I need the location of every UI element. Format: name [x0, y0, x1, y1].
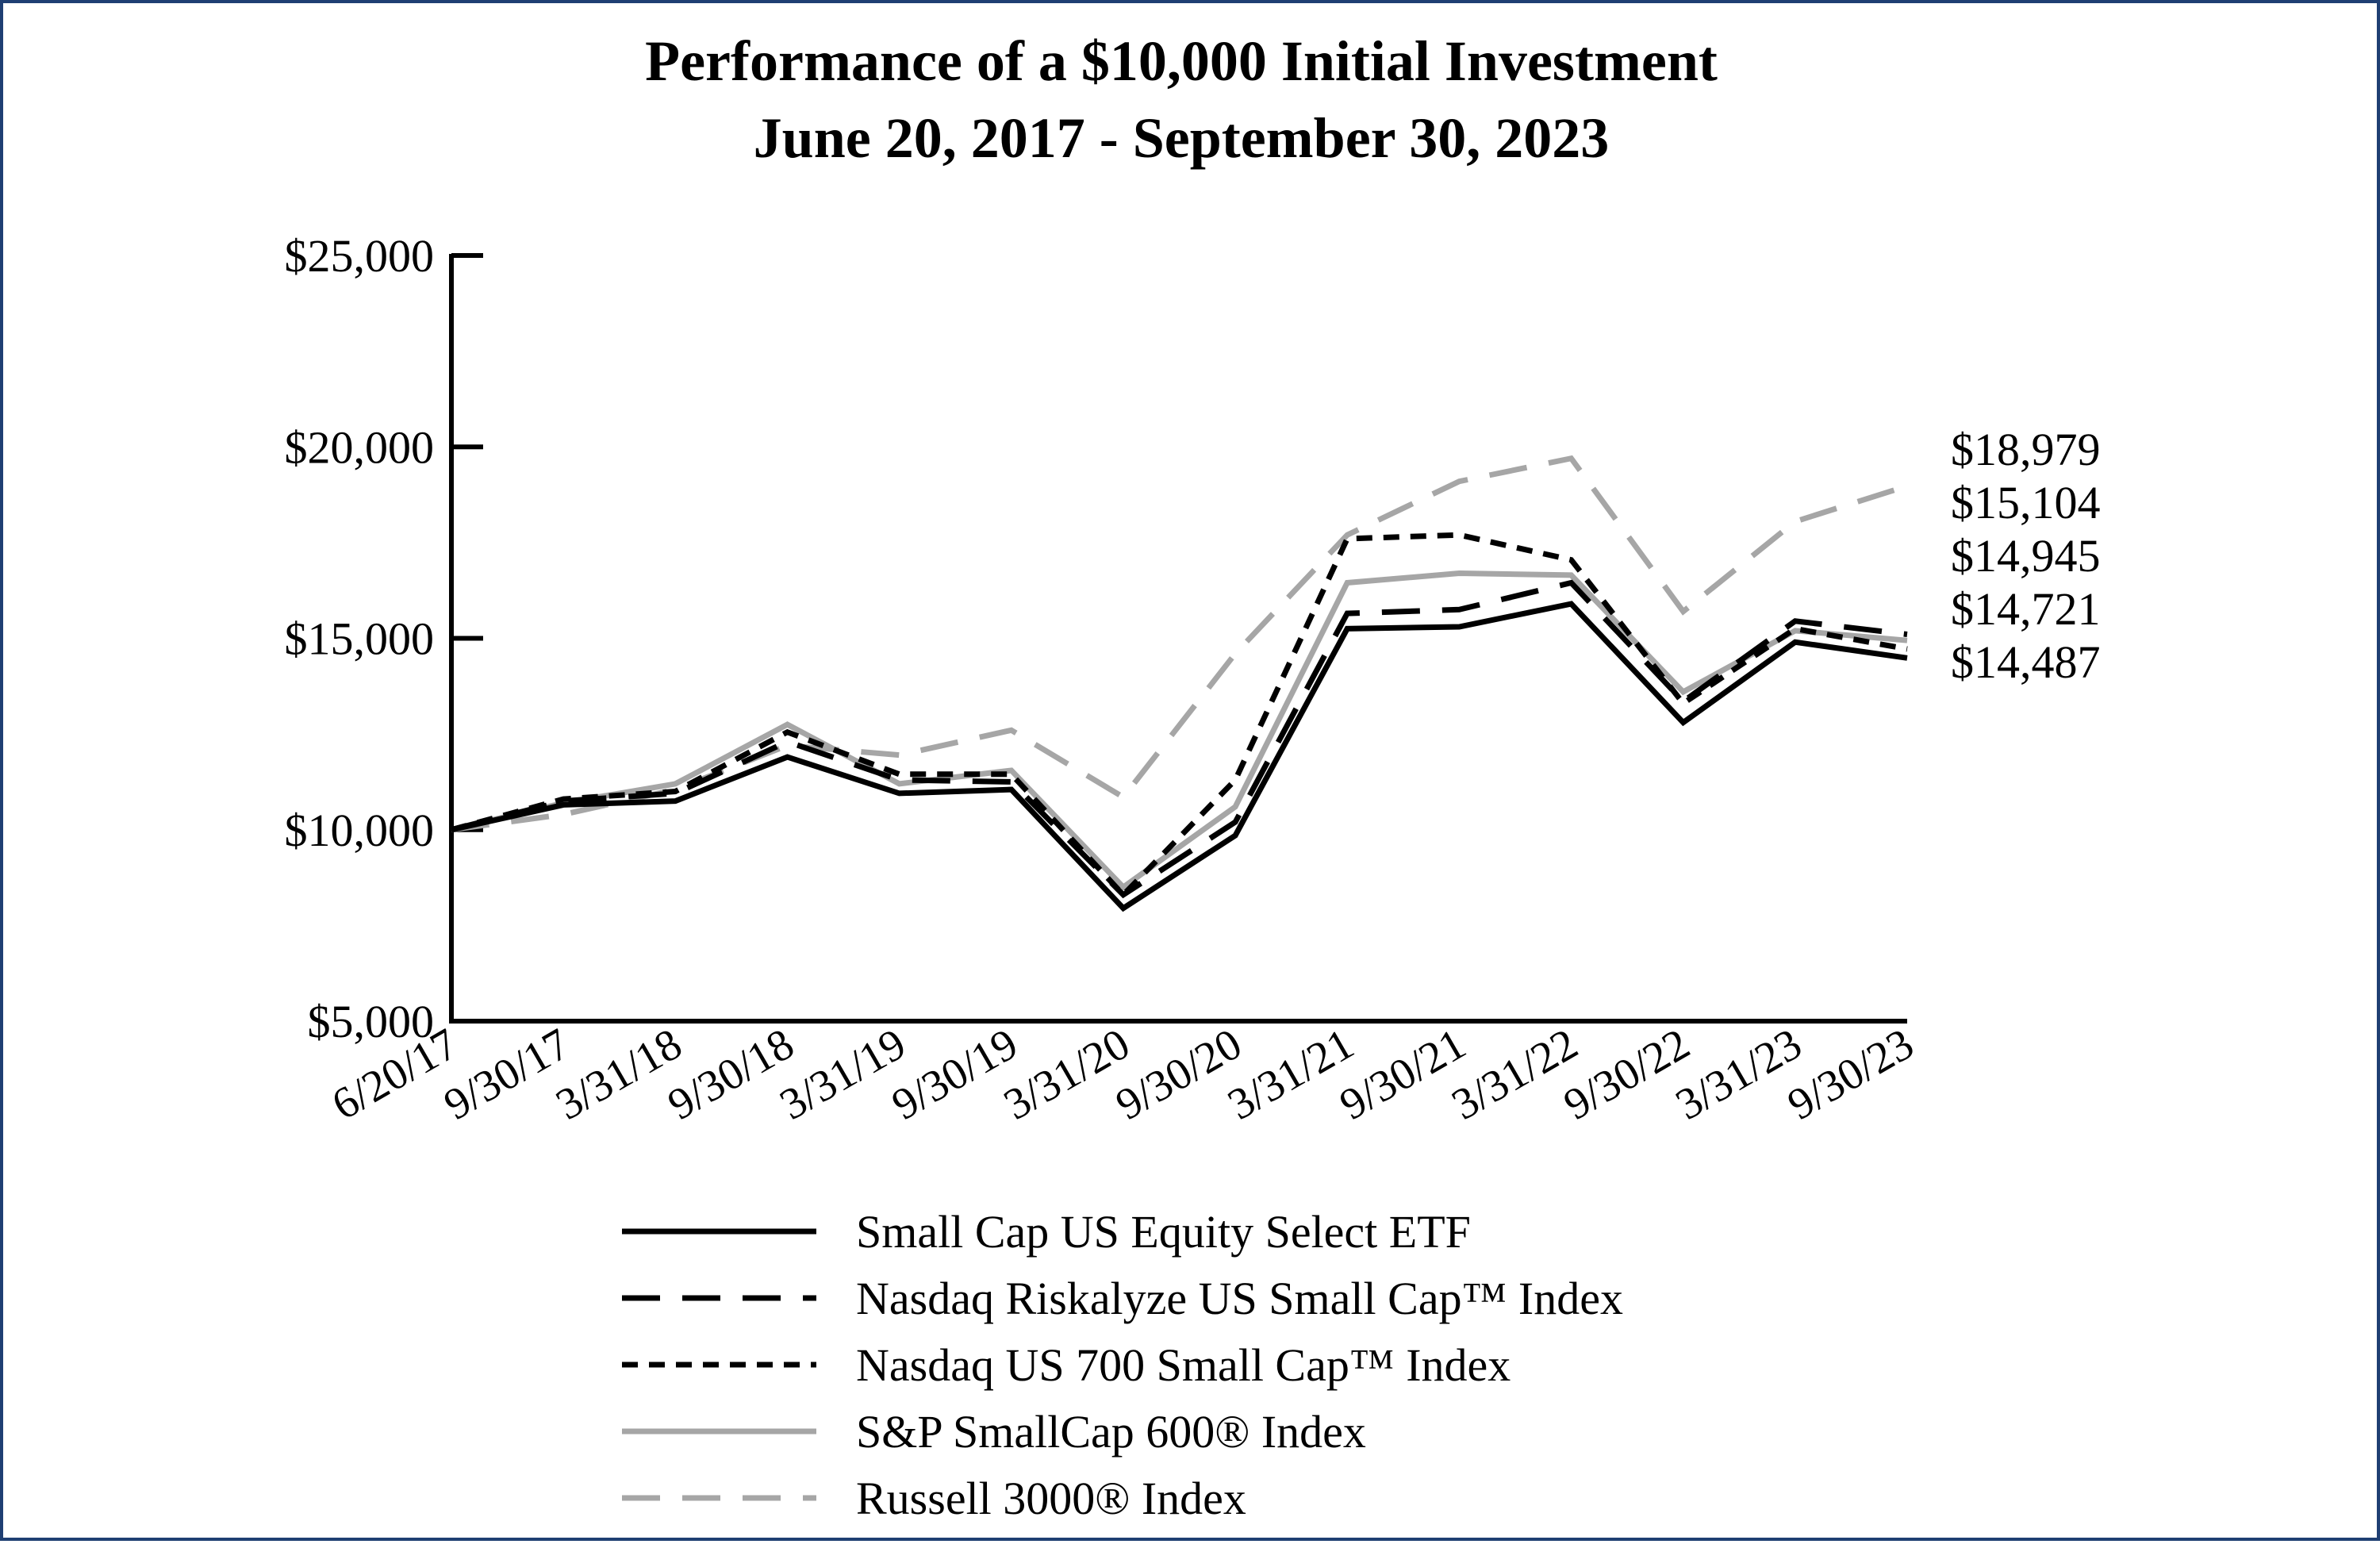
x-tick-label: 3/31/19 — [772, 1020, 914, 1130]
x-tick-label: 3/31/18 — [548, 1020, 690, 1130]
x-tick-label: 9/30/21 — [1332, 1020, 1474, 1130]
axes — [449, 253, 1907, 1024]
legend: Small Cap US Equity Select ETF Nasdaq Ris… — [622, 1206, 1623, 1524]
end-value-label: $14,721 — [1951, 583, 2101, 635]
y-tick-label: $10,000 — [285, 805, 435, 856]
line-chart: Performance of a $10,000 Initial Investm… — [285, 29, 2101, 1524]
series-line-2 — [451, 532, 1908, 899]
x-tick-label: 3/31/21 — [1220, 1020, 1362, 1130]
end-value-label: $14,487 — [1951, 636, 2101, 688]
x-tick-label: 9/30/19 — [884, 1020, 1026, 1130]
series-line-1 — [451, 579, 1908, 899]
chart-title: Performance of a $10,000 Initial Investm… — [645, 29, 1718, 93]
y-tick-label: $20,000 — [285, 421, 435, 473]
tick-labels: $5,000$10,000$15,000$20,000$25,0006/20/1… — [285, 230, 1922, 1130]
legend-label: Nasdaq US 700 Small Cap™ Index — [856, 1339, 1511, 1391]
series-line-4 — [451, 455, 1909, 833]
x-tick-label: 9/30/22 — [1556, 1020, 1698, 1130]
series-line-0 — [451, 601, 1908, 912]
legend-label: Nasdaq Riskalyze US Small Cap™ Index — [856, 1273, 1623, 1324]
end-value-label: $18,979 — [1951, 424, 2101, 475]
legend-label: S&P SmallCap 600® Index — [856, 1406, 1366, 1458]
end-value-label: $14,945 — [1951, 530, 2101, 582]
x-tick-label: 3/31/20 — [996, 1020, 1138, 1130]
x-tick-label: 9/30/18 — [660, 1020, 802, 1130]
chart-subtitle: June 20, 2017 - September 30, 2023 — [754, 106, 1610, 170]
x-tick-label: 9/30/20 — [1107, 1020, 1250, 1130]
series-line-3 — [451, 570, 1908, 891]
x-tick-label: 3/31/22 — [1444, 1020, 1586, 1130]
y-tick-label: $5,000 — [308, 996, 435, 1047]
legend-label: Small Cap US Equity Select ETF — [856, 1206, 1471, 1258]
x-tick-label: 9/30/17 — [436, 1020, 578, 1130]
x-tick-label: 3/31/23 — [1668, 1020, 1810, 1130]
y-tick-label: $15,000 — [285, 613, 435, 665]
series-lines — [451, 455, 1909, 912]
legend-label: Russell 3000® Index — [856, 1473, 1246, 1524]
end-value-labels: $18,979$15,104$14,945$14,721$14,487 — [1951, 424, 2101, 688]
y-tick-label: $25,000 — [285, 230, 435, 282]
x-tick-label: 9/30/23 — [1779, 1020, 1921, 1130]
end-value-label: $15,104 — [1951, 477, 2101, 528]
